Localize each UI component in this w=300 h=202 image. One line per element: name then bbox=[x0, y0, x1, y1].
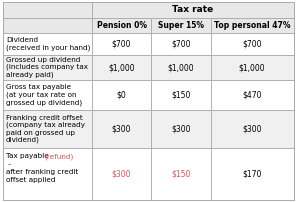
Text: $150: $150 bbox=[171, 169, 190, 179]
Bar bbox=[151, 80, 211, 110]
Text: $300: $300 bbox=[112, 169, 131, 179]
Text: after franking credit: after franking credit bbox=[6, 169, 78, 175]
Bar bbox=[151, 55, 211, 80]
Bar bbox=[3, 18, 92, 33]
Bar bbox=[92, 148, 151, 200]
Text: $1,000: $1,000 bbox=[108, 63, 135, 72]
Text: $470: $470 bbox=[242, 90, 262, 100]
Text: Pension 0%: Pension 0% bbox=[97, 21, 147, 30]
Bar bbox=[3, 80, 92, 110]
Bar bbox=[3, 148, 92, 200]
Text: Tax rate: Tax rate bbox=[172, 5, 213, 15]
Text: $150: $150 bbox=[171, 90, 190, 100]
Bar bbox=[211, 80, 294, 110]
Text: (refund): (refund) bbox=[44, 153, 74, 160]
Bar bbox=[151, 148, 211, 200]
Bar bbox=[92, 33, 151, 55]
Bar bbox=[92, 55, 151, 80]
Text: offset applied: offset applied bbox=[6, 177, 56, 183]
Text: $1,000: $1,000 bbox=[168, 63, 194, 72]
Bar bbox=[3, 55, 92, 80]
Bar bbox=[3, 33, 92, 55]
Text: Dividend
(received in your hand): Dividend (received in your hand) bbox=[6, 37, 90, 51]
Text: $300: $300 bbox=[171, 124, 191, 134]
Text: $700: $700 bbox=[112, 40, 131, 48]
Text: Gross tax payable
(at your tax rate on
grossed up dividend): Gross tax payable (at your tax rate on g… bbox=[6, 84, 82, 105]
Bar bbox=[3, 2, 92, 18]
Bar bbox=[92, 110, 151, 148]
Text: $700: $700 bbox=[242, 40, 262, 48]
Bar bbox=[151, 110, 211, 148]
Text: Tax payable: Tax payable bbox=[6, 153, 49, 159]
Bar bbox=[151, 33, 211, 55]
Text: $0: $0 bbox=[117, 90, 127, 100]
Bar bbox=[92, 2, 294, 18]
Bar bbox=[211, 148, 294, 200]
Text: Super 15%: Super 15% bbox=[158, 21, 204, 30]
Bar bbox=[211, 18, 294, 33]
Text: $300: $300 bbox=[112, 124, 131, 134]
Text: Grossed up dividend
(includes company tax
already paid): Grossed up dividend (includes company ta… bbox=[6, 57, 88, 78]
Text: -: - bbox=[6, 161, 11, 167]
Bar bbox=[211, 55, 294, 80]
Bar bbox=[211, 110, 294, 148]
Bar bbox=[92, 80, 151, 110]
Bar bbox=[211, 33, 294, 55]
Bar bbox=[92, 18, 151, 33]
Text: $300: $300 bbox=[242, 124, 262, 134]
Bar bbox=[3, 110, 92, 148]
Text: Top personal 47%: Top personal 47% bbox=[214, 21, 290, 30]
Text: $170: $170 bbox=[242, 169, 262, 179]
Bar bbox=[151, 18, 211, 33]
Text: $700: $700 bbox=[171, 40, 191, 48]
Text: Franking credit offset
(company tax already
paid on grossed up
dividend): Franking credit offset (company tax alre… bbox=[6, 115, 85, 143]
Text: $1,000: $1,000 bbox=[239, 63, 266, 72]
